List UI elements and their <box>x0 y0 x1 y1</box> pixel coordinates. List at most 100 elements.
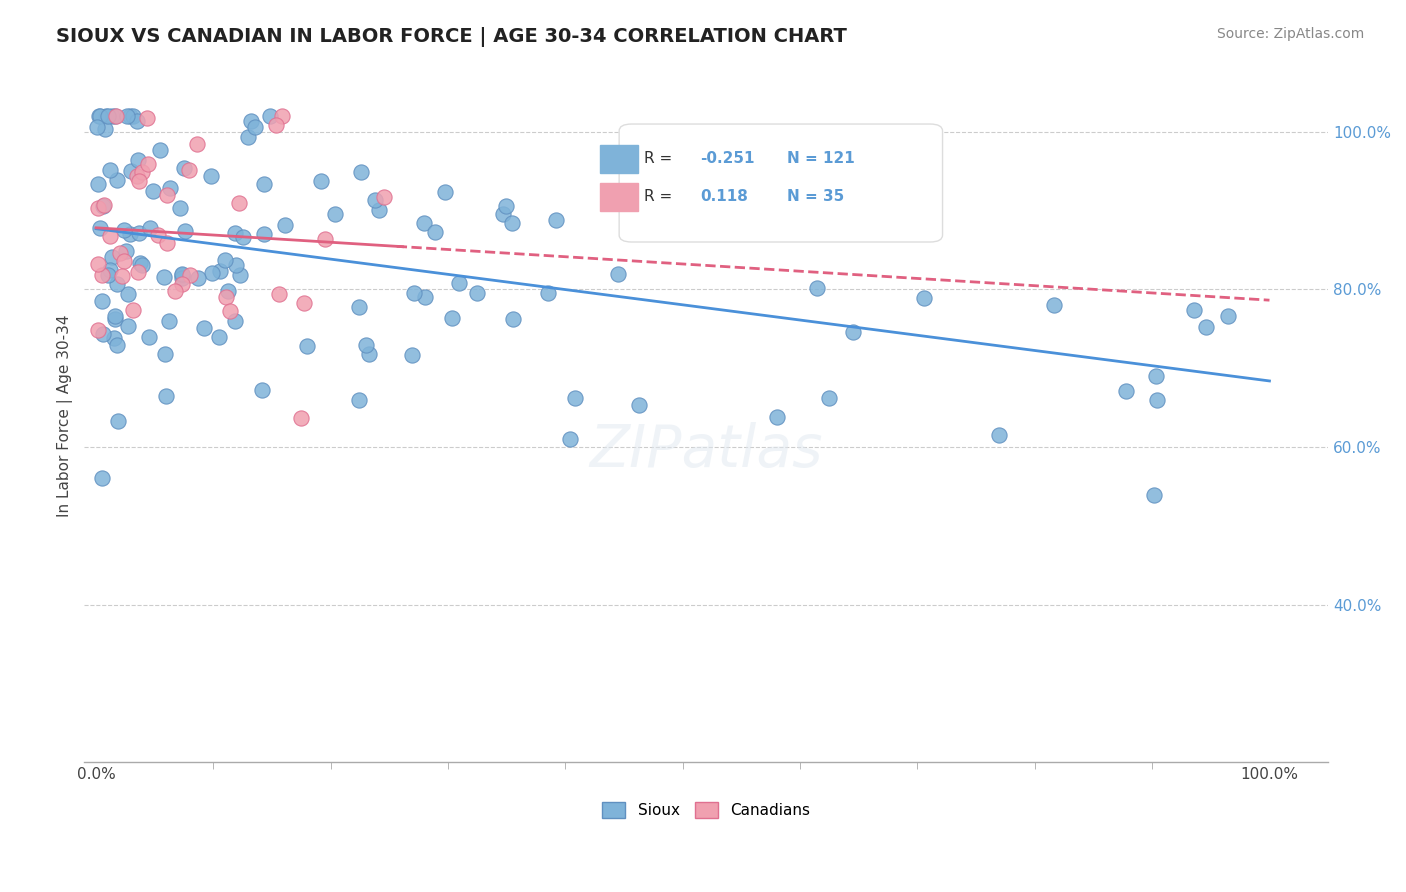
Canadians <box>93 198 115 212</box>
Text: SIOUX VS CANADIAN IN LABOR FORCE | AGE 30-34 CORRELATION CHART: SIOUX VS CANADIAN IN LABOR FORCE | AGE 3… <box>56 27 846 46</box>
Sioux <box>441 311 464 326</box>
Sioux <box>200 169 222 183</box>
Sioux <box>806 281 828 295</box>
Sioux <box>1195 320 1218 334</box>
Sioux <box>112 223 135 237</box>
Text: 0.118: 0.118 <box>700 189 748 204</box>
Canadians <box>290 411 312 425</box>
Bar <box>600 145 638 173</box>
Sioux <box>354 337 377 351</box>
Sioux <box>193 320 215 334</box>
Sioux <box>495 199 517 213</box>
Sioux <box>153 346 176 360</box>
Canadians <box>87 202 110 216</box>
Canadians <box>179 268 201 282</box>
Canadians <box>156 235 179 250</box>
Sioux <box>717 159 740 173</box>
Sioux <box>142 184 165 198</box>
Sioux <box>766 410 789 425</box>
Sioux <box>208 264 231 278</box>
Legend: Sioux, Canadians: Sioux, Canadians <box>596 796 815 824</box>
Sioux <box>780 205 803 219</box>
Canadians <box>269 287 291 301</box>
Sioux <box>89 220 111 235</box>
Canadians <box>219 304 242 318</box>
Canadians <box>292 296 315 310</box>
Sioux <box>465 286 488 301</box>
Sioux <box>115 109 138 123</box>
Y-axis label: In Labor Force | Age 30-34: In Labor Force | Age 30-34 <box>58 314 73 516</box>
Sioux <box>217 284 239 298</box>
Sioux <box>413 290 436 304</box>
Canadians <box>264 118 287 132</box>
Sioux <box>250 384 273 398</box>
Sioux <box>169 201 191 215</box>
Sioux <box>149 143 172 157</box>
Sioux <box>170 268 193 282</box>
Sioux <box>1146 368 1168 383</box>
Canadians <box>127 265 149 279</box>
Sioux <box>224 226 246 240</box>
Canadians <box>131 164 153 178</box>
Sioux <box>401 348 423 362</box>
Canadians <box>146 228 169 243</box>
Sioux <box>139 221 162 235</box>
Sioux <box>103 331 125 345</box>
Sioux <box>128 226 150 240</box>
Sioux <box>447 276 470 290</box>
Text: -0.251: -0.251 <box>700 152 755 166</box>
Bar <box>600 183 638 211</box>
Sioux <box>90 471 112 485</box>
Sioux <box>129 256 152 270</box>
Sioux <box>104 311 127 326</box>
Sioux <box>544 213 567 227</box>
Sioux <box>350 165 373 179</box>
Canadians <box>121 302 143 317</box>
Sioux <box>297 338 319 352</box>
Canadians <box>135 111 157 125</box>
Sioux <box>357 347 380 361</box>
Sioux <box>91 327 114 342</box>
Sioux <box>501 216 523 230</box>
Text: N = 35: N = 35 <box>787 189 845 204</box>
Sioux <box>172 271 194 285</box>
Sioux <box>101 109 124 123</box>
Canadians <box>186 136 208 151</box>
Sioux <box>138 329 160 343</box>
Sioux <box>240 114 263 128</box>
Sioux <box>98 163 121 178</box>
Sioux <box>89 109 111 123</box>
Sioux <box>93 122 115 136</box>
Sioux <box>159 181 181 195</box>
Canadians <box>112 254 135 268</box>
Sioux <box>434 186 457 200</box>
Canadians <box>111 269 134 284</box>
Sioux <box>243 120 266 135</box>
Sioux <box>120 227 142 241</box>
Sioux <box>159 313 181 327</box>
Canadians <box>90 268 112 282</box>
Sioux <box>131 258 153 272</box>
Sioux <box>842 325 865 339</box>
Sioux <box>259 109 281 123</box>
Sioux <box>988 428 1011 442</box>
Sioux <box>120 109 142 123</box>
Text: N = 121: N = 121 <box>787 152 855 166</box>
Canadians <box>172 277 194 291</box>
Sioux <box>560 432 582 446</box>
Sioux <box>173 224 195 238</box>
Sioux <box>225 258 247 272</box>
Sioux <box>207 330 229 344</box>
Sioux <box>325 207 347 221</box>
Sioux <box>91 293 114 308</box>
Sioux <box>502 311 524 326</box>
Sioux <box>201 266 224 280</box>
Text: Source: ZipAtlas.com: Source: ZipAtlas.com <box>1216 27 1364 41</box>
Sioux <box>87 177 110 191</box>
Sioux <box>127 113 149 128</box>
Sioux <box>91 199 114 213</box>
Sioux <box>122 109 145 123</box>
Sioux <box>127 153 149 168</box>
Sioux <box>107 414 129 428</box>
Sioux <box>423 225 446 239</box>
